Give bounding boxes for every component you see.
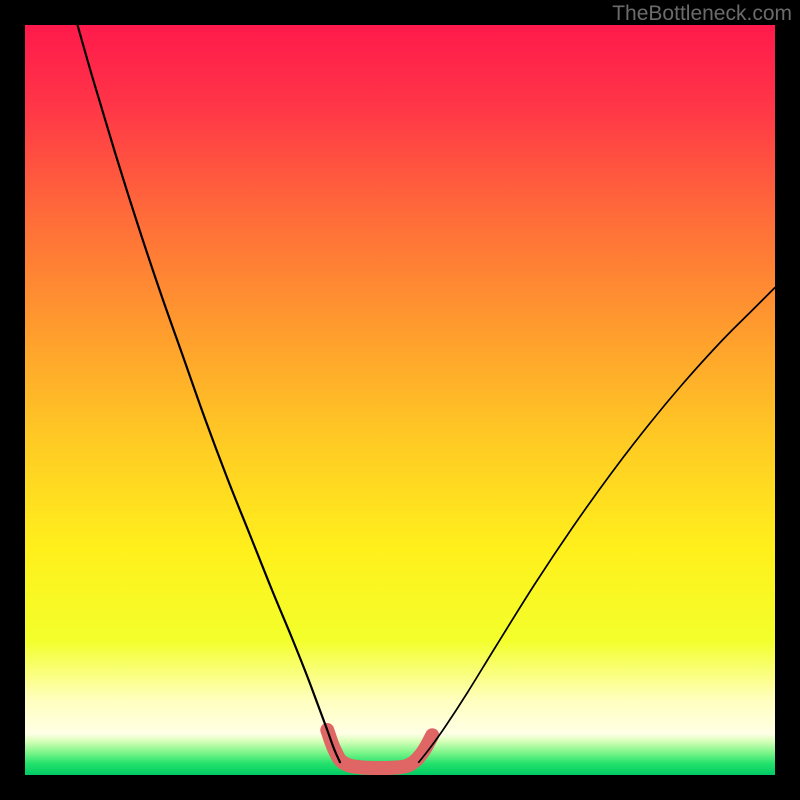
bottleneck-chart	[0, 0, 800, 800]
chart-stage: TheBottleneck.com	[0, 0, 800, 800]
plot-background	[25, 25, 775, 775]
